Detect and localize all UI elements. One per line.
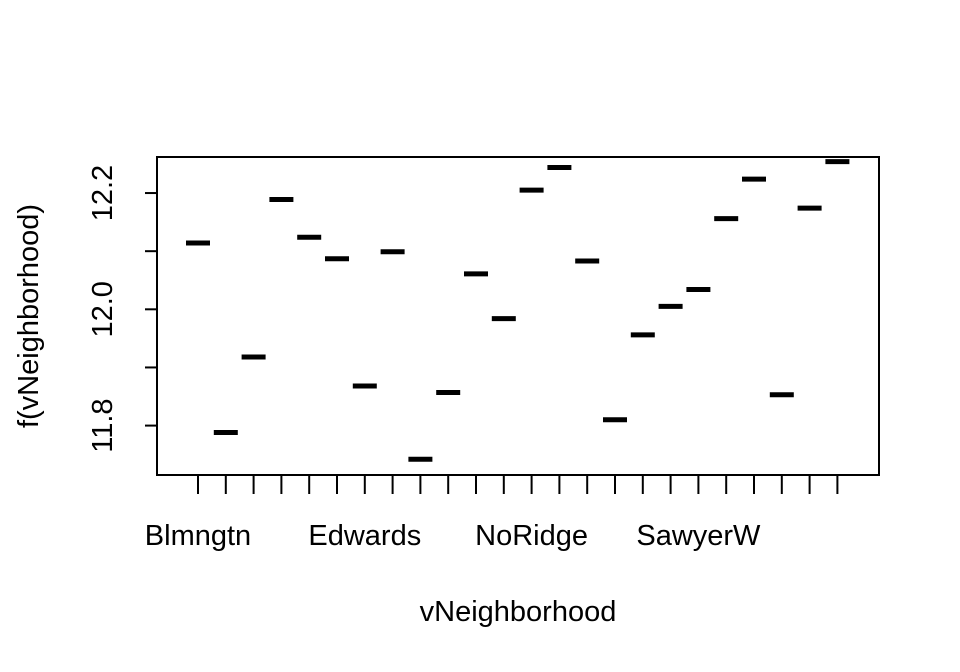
x-tick-label: NoRidge [475, 520, 588, 552]
y-tick-label: 12.2 [87, 165, 119, 221]
x-tick-label: Blmngtn [145, 520, 251, 552]
x-tick-label: SawyerW [636, 520, 761, 552]
y-axis-label: f(vNeighborhood) [13, 204, 45, 428]
plot-frame [156, 156, 880, 476]
y-axis: 11.8 12.0 12.2 [87, 165, 157, 453]
x-axis: Blmngtn Edwards NoRidge SawyerW [145, 475, 839, 552]
y-tick-label: 12.0 [87, 281, 119, 337]
x-tick-label: Edwards [308, 520, 421, 552]
y-tick-label: 11.8 [87, 398, 119, 452]
data-marks [186, 159, 850, 462]
x-axis-label: vNeighborhood [420, 596, 617, 628]
